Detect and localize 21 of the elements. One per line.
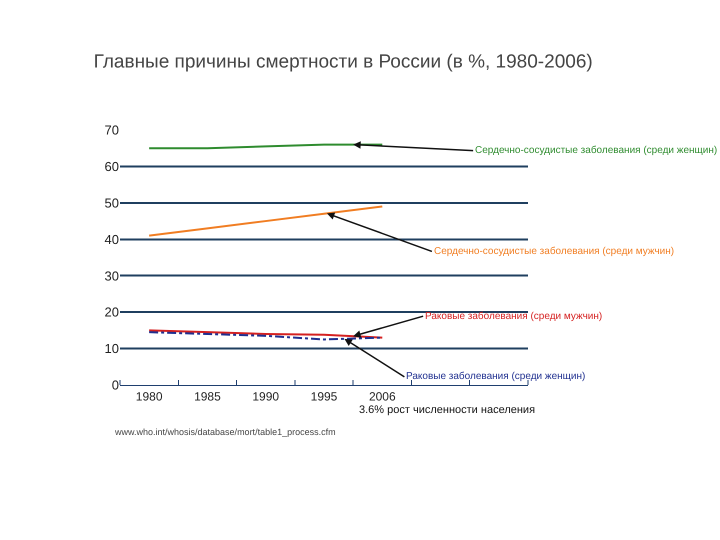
text: Сердечно-сосудистые заболевания (среди женщин) bbox=[475, 145, 718, 156]
x-tick-label: 1990 bbox=[252, 389, 280, 404]
text: 3.6% рост численности населения bbox=[359, 404, 536, 416]
y-tick-label: 40 bbox=[104, 232, 119, 247]
text: www.who.int/whosis/database/mort/table1_process.cfm bbox=[114, 427, 336, 437]
x-tick-label: 1995 bbox=[310, 389, 338, 404]
y-tick-label: 20 bbox=[104, 304, 119, 320]
y-tick-label: 30 bbox=[104, 268, 119, 284]
text: Сердечно-сосудистые заболевания (среди мужчин) bbox=[434, 246, 674, 257]
text: Раковые заболевания (среди женщин) bbox=[406, 371, 586, 382]
y-tick-label: 10 bbox=[104, 341, 119, 356]
x-tick-label: 1985 bbox=[194, 389, 222, 404]
y-tick-label: 60 bbox=[104, 158, 119, 174]
text: Раковые заболевания (среди мужчин) bbox=[425, 311, 602, 322]
x-tick-label: 1980 bbox=[136, 389, 163, 404]
line-series bbox=[148, 206, 384, 237]
y-tick-label: 50 bbox=[104, 195, 119, 210]
chart-title: Главные причины смертности в России (в %, 1980-2006) bbox=[94, 51, 593, 72]
y-tick-label: 70 bbox=[104, 122, 119, 138]
y-tick-label: 0 bbox=[112, 378, 119, 393]
x-tick-label: 2006 bbox=[368, 389, 396, 404]
